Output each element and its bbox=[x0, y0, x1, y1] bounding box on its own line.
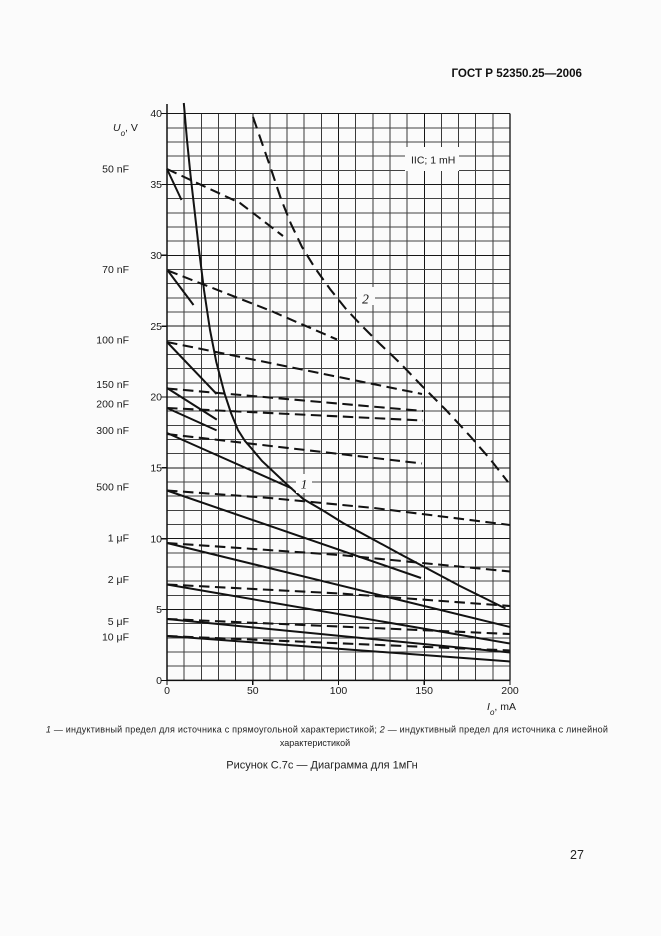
svg-text:100: 100 bbox=[330, 685, 348, 697]
svg-text:50: 50 bbox=[247, 685, 259, 697]
svg-text:1 μF: 1 μF bbox=[108, 533, 129, 545]
svg-text:10 μF: 10 μF bbox=[102, 631, 129, 643]
svg-text:Io, mA: Io, mA bbox=[487, 701, 516, 717]
svg-text:150: 150 bbox=[415, 685, 433, 697]
svg-text:10: 10 bbox=[150, 533, 162, 545]
svg-text:20: 20 bbox=[150, 392, 162, 404]
svg-text:40: 40 bbox=[150, 108, 162, 120]
svg-text:0: 0 bbox=[164, 685, 170, 697]
svg-text:1: 1 bbox=[301, 477, 308, 492]
svg-text:70 nF: 70 nF bbox=[102, 264, 129, 276]
svg-text:0: 0 bbox=[156, 675, 162, 687]
svg-text:30: 30 bbox=[150, 250, 162, 262]
svg-text:Uo, V: Uo, V bbox=[113, 122, 138, 138]
svg-text:5: 5 bbox=[156, 604, 162, 616]
svg-text:1 — индуктивный предел для ист: 1 — индуктивный предел для источника с п… bbox=[46, 725, 608, 735]
svg-text:500 nF: 500 nF bbox=[96, 482, 129, 494]
svg-text:2: 2 bbox=[362, 292, 369, 307]
svg-text:50 nF: 50 nF bbox=[102, 164, 129, 176]
svg-text:300 nF: 300 nF bbox=[96, 425, 129, 437]
svg-text:25: 25 bbox=[150, 321, 162, 333]
svg-text:IIC; 1 mH: IIC; 1 mH bbox=[411, 155, 455, 167]
svg-text:100 nF: 100 nF bbox=[96, 334, 129, 346]
svg-text:характеристикой: характеристикой bbox=[280, 738, 350, 748]
svg-text:ГОСТ Р 52350.25—2006: ГОСТ Р 52350.25—2006 bbox=[451, 67, 582, 80]
svg-text:200: 200 bbox=[501, 685, 519, 697]
svg-text:15: 15 bbox=[150, 462, 162, 474]
svg-text:Рисунок С.7с — Диаграмма для 1: Рисунок С.7с — Диаграмма для 1мГн bbox=[226, 760, 417, 772]
svg-text:5 μF: 5 μF bbox=[108, 616, 129, 628]
svg-text:27: 27 bbox=[570, 848, 584, 862]
svg-text:2 μF: 2 μF bbox=[108, 574, 129, 586]
svg-text:200 nF: 200 nF bbox=[96, 398, 129, 410]
svg-text:150 nF: 150 nF bbox=[96, 379, 129, 391]
svg-text:35: 35 bbox=[150, 179, 162, 191]
